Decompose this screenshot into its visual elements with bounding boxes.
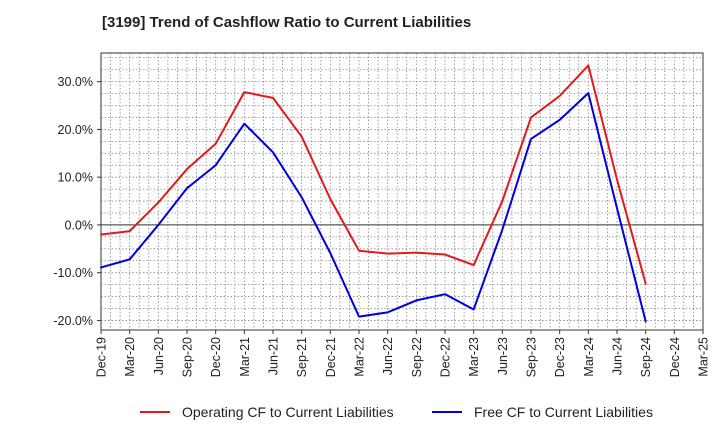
legend-swatch-free-cf: [432, 411, 462, 413]
grid: [100, 53, 704, 330]
x-tick-label: Dec-19: [95, 337, 109, 377]
y-tick-label: -20.0%: [53, 314, 93, 328]
x-tick-label: Mar-24: [582, 337, 596, 377]
x-tick-label: Sep-23: [525, 337, 539, 377]
y-tick-label: 10.0%: [58, 171, 93, 185]
x-tick-label: Jun-20: [152, 337, 166, 375]
legend-label-operating-cf: Operating CF to Current Liabilities: [182, 404, 394, 420]
axes: [97, 52, 704, 334]
legend-swatch-operating-cf: [140, 411, 170, 413]
legend: Operating CF to Current Liabilities Free…: [0, 404, 720, 426]
x-tick-label: Mar-25: [697, 337, 711, 377]
x-tick-label: Jun-23: [496, 337, 510, 375]
legend-label-free-cf: Free CF to Current Liabilities: [474, 404, 653, 420]
x-tick-label: Jun-24: [611, 337, 625, 375]
x-tick-label: Jun-21: [267, 337, 281, 375]
x-tick-label: Mar-21: [238, 337, 252, 377]
x-tick-label: Dec-21: [324, 337, 338, 377]
plot-background: [101, 53, 703, 330]
x-tick-label: Dec-22: [439, 337, 453, 377]
y-tick-label: 0.0%: [65, 218, 94, 232]
x-tick-label: Sep-20: [181, 337, 195, 377]
x-tick-label: Dec-23: [553, 337, 567, 377]
series-lines: [100, 64, 647, 323]
legend-item-free-cf: Free CF to Current Liabilities: [432, 404, 653, 420]
x-tick-label: Mar-20: [123, 337, 137, 377]
x-tick-label: Dec-24: [668, 337, 682, 377]
y-tick-label: 30.0%: [58, 75, 93, 89]
plot-frame: [100, 52, 704, 331]
x-tick-label: Dec-20: [209, 337, 223, 377]
x-tick-label: Sep-24: [639, 337, 653, 377]
x-tick-label: Sep-22: [410, 337, 424, 377]
y-tick-label: 20.0%: [58, 123, 93, 137]
tick-labels: -20.0% -10.0% 0.0% 10.0% 20.0% 30.0% Dec-19 Mar…: [53, 75, 710, 377]
legend-item-operating-cf: Operating CF to Current Liabilities: [140, 404, 394, 420]
x-tick-label: Jun-22: [381, 337, 395, 375]
x-tick-label: Sep-21: [295, 337, 309, 377]
x-tick-label: Mar-22: [353, 337, 367, 377]
series-line-operating-cf: [100, 64, 647, 285]
chart-title: [3199] Trend of Cashflow Ratio to Curren…: [102, 14, 472, 31]
series-line-free-cf: [100, 92, 647, 323]
x-tick-label: Mar-23: [467, 337, 481, 377]
y-tick-label: -10.0%: [53, 266, 93, 280]
